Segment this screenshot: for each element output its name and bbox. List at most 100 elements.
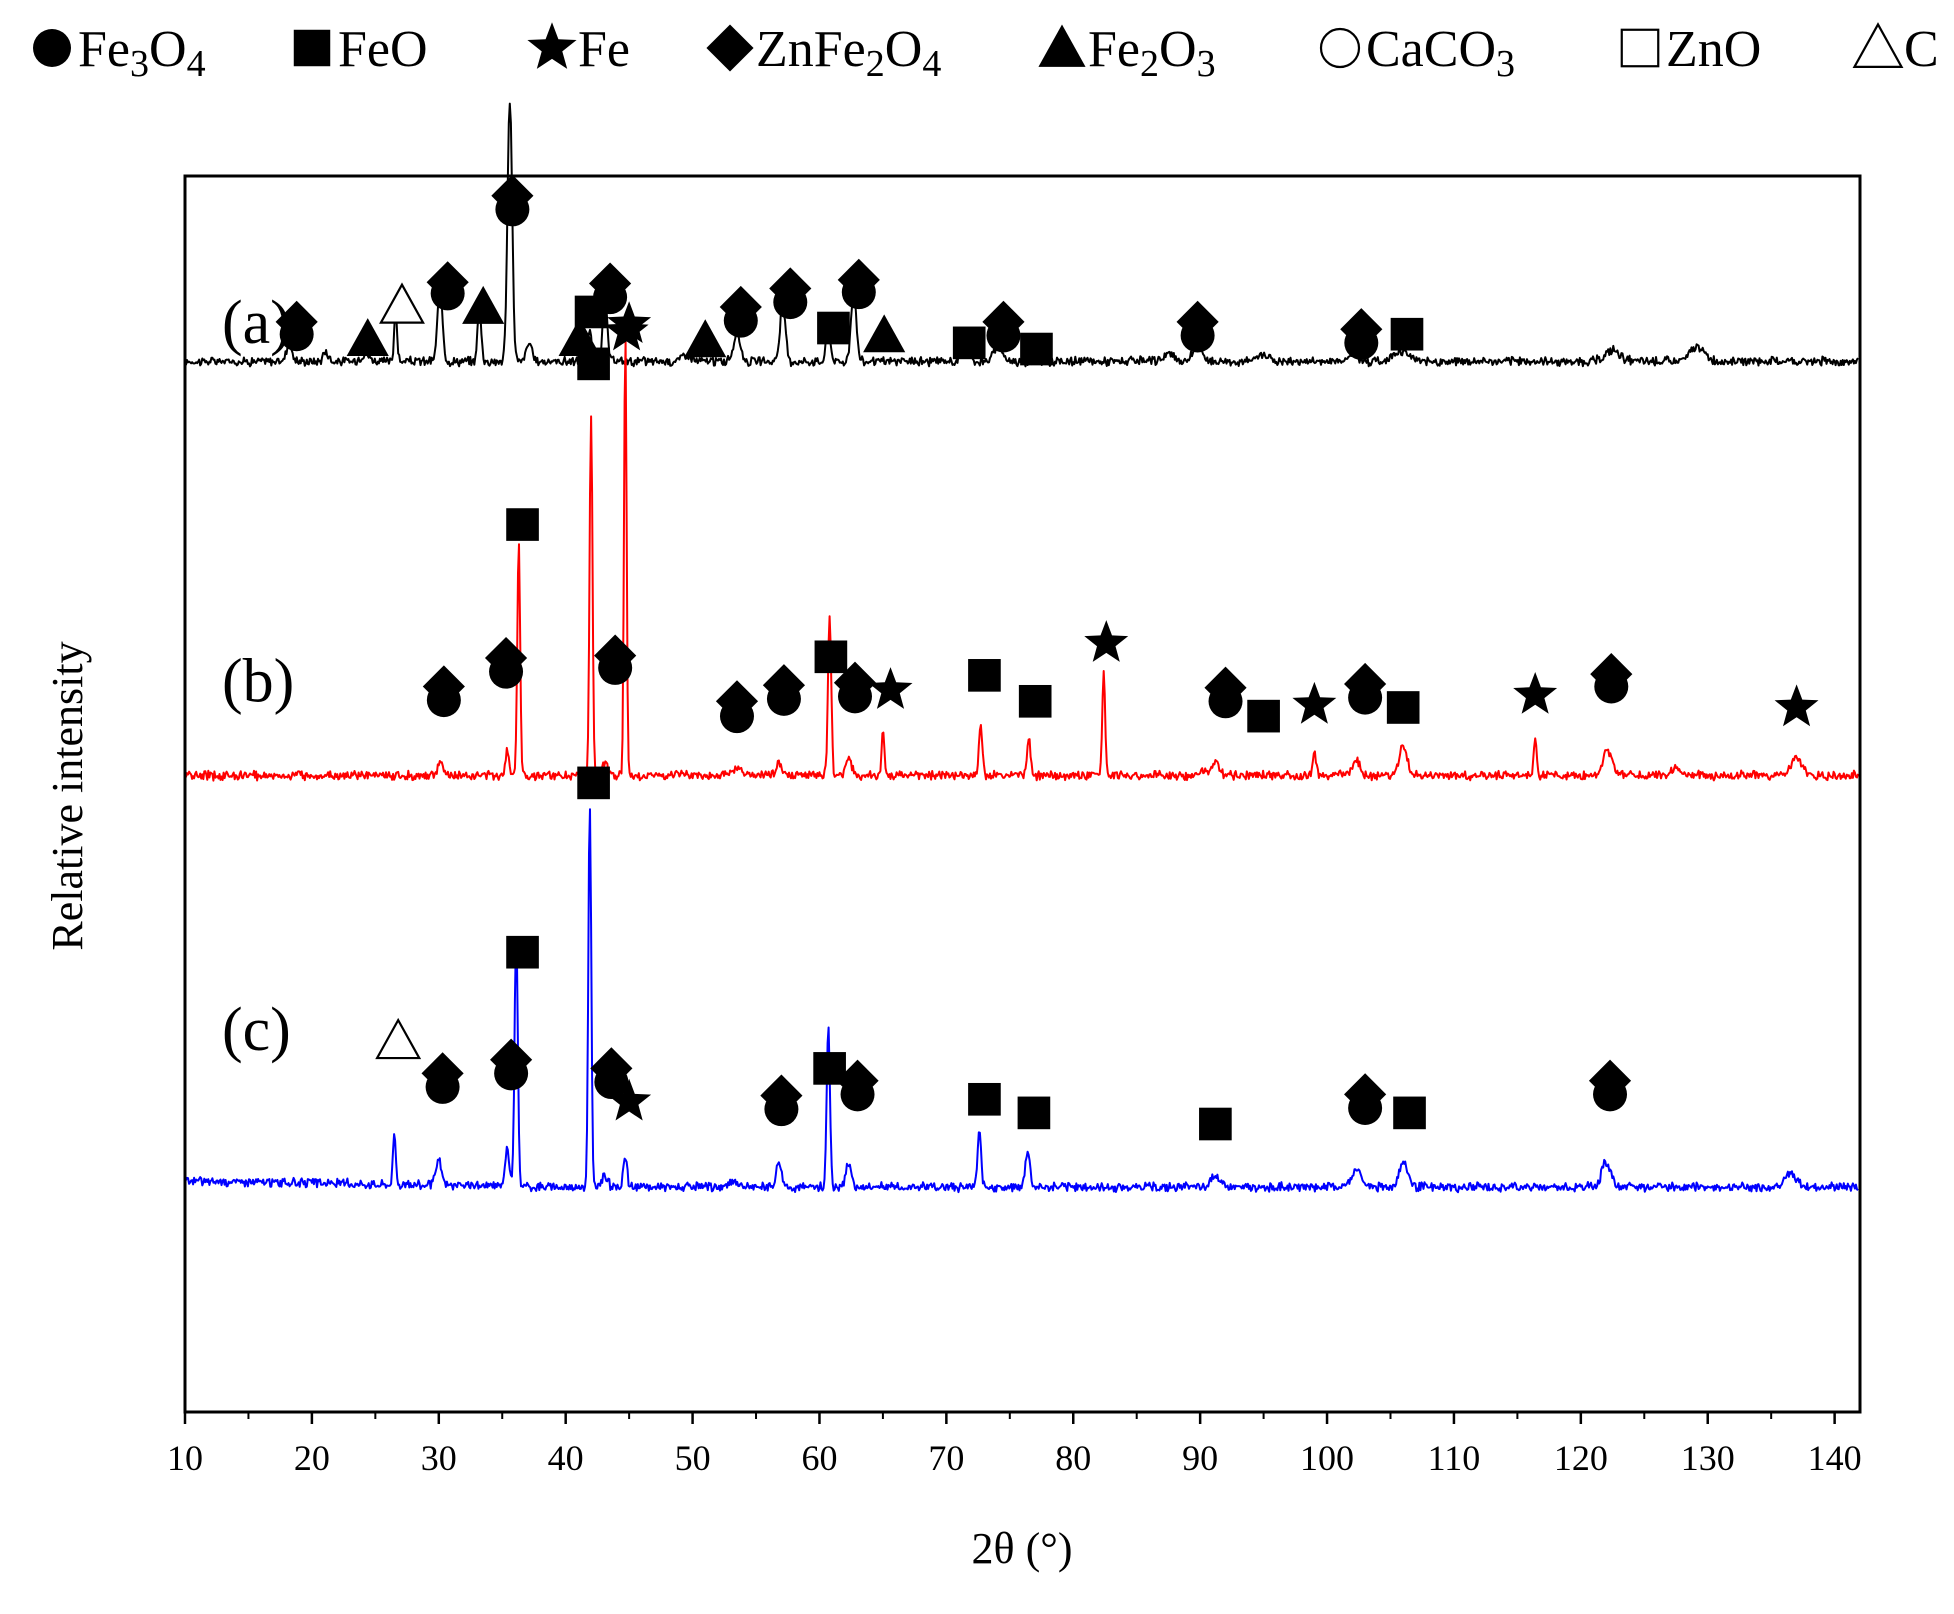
filled-circle-peak-marker — [279, 317, 314, 352]
filled-circle-peak-marker — [1180, 318, 1215, 353]
x-tick-label: 60 — [801, 1438, 837, 1478]
x-tick-label: 30 — [421, 1438, 457, 1478]
filled-triangle-peak-marker — [462, 285, 505, 324]
filled-circle-peak-marker — [1348, 1090, 1383, 1125]
x-tick-label: 40 — [548, 1438, 584, 1478]
filled-circle-peak-marker — [1593, 1077, 1628, 1112]
legend-label: FeO — [338, 21, 428, 78]
legend-item-znfe2o4: ZnFe2O4 — [706, 21, 941, 85]
legend-label: Fe3O4 — [78, 21, 206, 85]
legend-item-feo: FeO — [293, 21, 428, 78]
legend-label: ZnFe2O4 — [756, 21, 941, 85]
filled-star-peak-marker — [1513, 672, 1558, 714]
marker-layer — [275, 174, 1819, 1141]
filled-circle-peak-marker — [598, 650, 633, 685]
filled-square-peak-marker — [1386, 691, 1420, 724]
x-tick-label: 10 — [167, 1438, 203, 1478]
filled-square-peak-marker — [1018, 684, 1052, 718]
series-layer — [184, 102, 1859, 1194]
filled-square-peak-marker — [1020, 332, 1053, 366]
open-triangle-peak-marker — [379, 282, 425, 324]
filled-square-peak-marker — [817, 311, 850, 345]
legend-item-fe3o4: Fe3O4 — [33, 21, 206, 85]
filled-circle-legend-symbol — [33, 29, 71, 67]
filled-square-peak-marker — [1393, 1096, 1426, 1130]
legend-label: Fe2O3 — [1088, 21, 1216, 85]
panel-label: (a) — [222, 289, 291, 357]
legend-label: Fe — [578, 21, 630, 78]
panel-label-layer: (a) (b) (c) — [222, 289, 294, 1064]
filled-circle-peak-marker — [430, 276, 465, 311]
filled-star-legend-symbol — [527, 22, 577, 69]
open-square-legend-symbol — [1620, 28, 1660, 68]
filled-square-peak-marker — [1199, 1107, 1232, 1141]
x-tick-label: 120 — [1554, 1438, 1608, 1478]
filled-circle-peak-marker — [1344, 325, 1379, 360]
legend-label: ZnO — [1666, 21, 1761, 78]
legend-label: CaCO3 — [1366, 21, 1515, 85]
open-circle-legend-symbol — [1319, 27, 1361, 69]
filled-square-peak-marker — [814, 640, 848, 674]
filled-triangle-peak-marker — [684, 319, 727, 358]
filled-circle-peak-marker — [494, 1056, 529, 1091]
legend-item-zno: ZnO — [1620, 21, 1761, 78]
filled-circle-peak-marker — [425, 1069, 460, 1104]
filled-circle-peak-marker — [1594, 669, 1629, 704]
y-axis-title: Relative intensity — [43, 641, 92, 950]
filled-circle-peak-marker — [838, 679, 872, 714]
filled-triangle-legend-symbol — [1038, 24, 1086, 67]
filled-triangle-peak-marker — [346, 318, 389, 357]
legend-item-c: C — [1852, 21, 1939, 78]
filled-circle-peak-marker — [1208, 684, 1243, 719]
legend-item-fe2o3: Fe2O3 — [1038, 21, 1216, 85]
series-1-trace — [184, 340, 1859, 782]
filled-circle-peak-marker — [1348, 680, 1383, 715]
legend-label: C — [1904, 21, 1939, 78]
filled-square-peak-marker — [506, 935, 539, 969]
filled-square-peak-marker — [1390, 317, 1424, 351]
x-tick-label: 50 — [675, 1438, 711, 1478]
filled-star-peak-marker — [1774, 684, 1819, 727]
filled-circle-peak-marker — [719, 699, 754, 734]
series-0-trace — [184, 102, 1859, 368]
filled-star-peak-marker — [607, 301, 652, 343]
series-2-trace — [184, 808, 1859, 1194]
filled-circle-peak-marker — [766, 681, 801, 716]
plot-frame — [183, 174, 1862, 1414]
filled-square-peak-marker — [506, 508, 539, 541]
filled-triangle-peak-marker — [558, 318, 601, 357]
filled-star-peak-marker — [868, 667, 913, 709]
filled-circle-peak-marker — [489, 654, 524, 689]
legend-item-fe: Fe — [527, 21, 630, 78]
filled-circle-peak-marker — [986, 318, 1021, 353]
open-triangle-legend-symbol — [1852, 22, 1904, 68]
filled-square-peak-marker — [577, 347, 610, 381]
legend: Fe3O4 FeO Fe ZnFe2O4 Fe2O3 CaCO3 ZnO C — [33, 21, 1939, 85]
filled-square-peak-marker — [577, 766, 610, 800]
x-tick-label: 100 — [1300, 1438, 1354, 1478]
filled-circle-peak-marker — [593, 280, 628, 315]
x-tick-label: 110 — [1428, 1438, 1481, 1478]
x-tick-label: 20 — [294, 1438, 330, 1478]
filled-circle-peak-marker — [723, 303, 758, 338]
filled-star-peak-marker — [1292, 681, 1337, 724]
filled-star-peak-marker — [607, 1078, 652, 1121]
panel-label: (c) — [222, 996, 291, 1064]
x-tick-label: 90 — [1182, 1438, 1218, 1478]
filled-square-peak-marker — [968, 659, 1001, 692]
filled-circle-peak-marker — [594, 1064, 629, 1099]
filled-circle-peak-marker — [426, 683, 461, 718]
legend-item-caco3: CaCO3 — [1319, 21, 1515, 85]
filled-square-legend-symbol — [293, 29, 331, 67]
filled-square-peak-marker — [952, 326, 986, 360]
x-tick-label: 130 — [1681, 1438, 1735, 1478]
open-triangle-peak-marker — [375, 1017, 422, 1060]
x-tick-label: 80 — [1055, 1438, 1091, 1478]
filled-circle-peak-marker — [840, 1077, 875, 1112]
filled-square-peak-marker — [968, 1082, 1001, 1116]
panel-label: (b) — [222, 647, 294, 715]
x-tick-label: 70 — [928, 1438, 964, 1478]
filled-star-peak-marker — [1084, 620, 1129, 662]
filled-circle-peak-marker — [764, 1092, 799, 1127]
filled-circle-peak-marker — [773, 285, 808, 320]
